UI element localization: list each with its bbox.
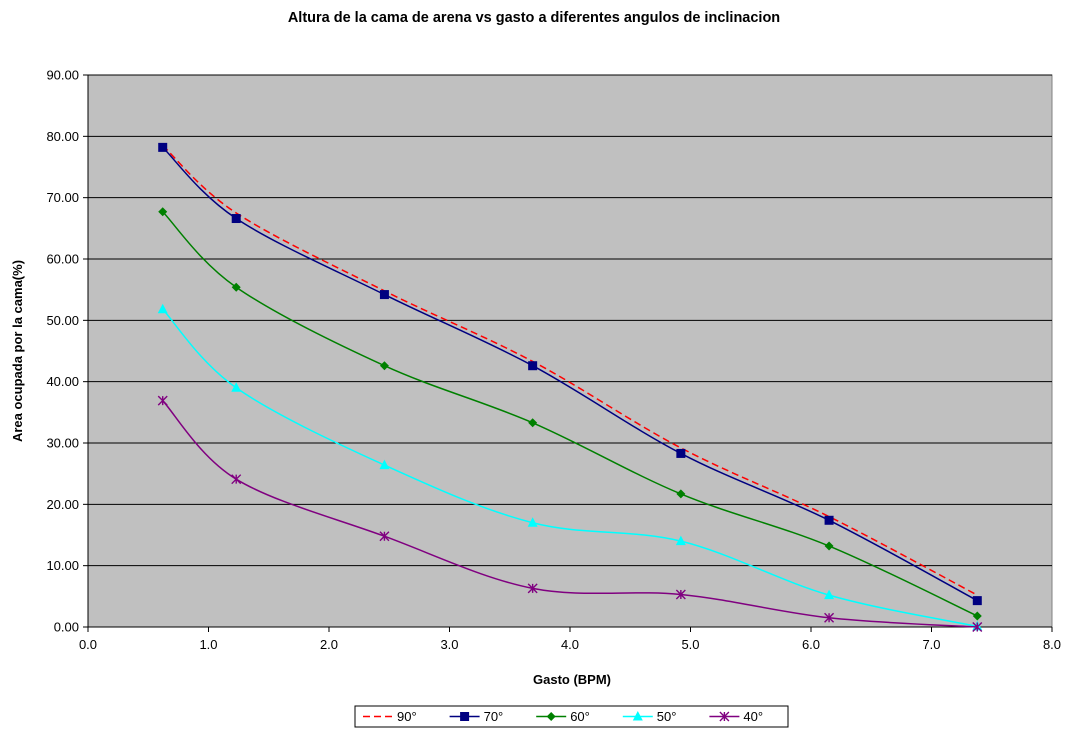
legend-label: 90° [397, 709, 417, 724]
y-tick-label: 0.00 [54, 620, 79, 635]
data-point [158, 142, 168, 152]
y-tick-label: 30.00 [46, 436, 79, 451]
legend-item: 50° [622, 709, 677, 724]
y-tick-label: 80.00 [46, 129, 79, 144]
legend-marker [460, 712, 470, 721]
y-tick-label: 40.00 [46, 374, 79, 389]
legend-label: 40° [743, 709, 763, 724]
data-point [528, 361, 538, 371]
data-point [676, 489, 686, 499]
x-tick-label: 8.0 [1043, 637, 1061, 652]
legend-item: 90° [363, 709, 417, 724]
series-3 [157, 303, 983, 631]
legend-item: 40° [709, 709, 763, 724]
data-point [824, 515, 834, 525]
y-axis-title: Area ocupada por la cama(%) [10, 260, 25, 442]
data-point [231, 214, 241, 224]
legend-label: 60° [570, 709, 590, 724]
x-tick-label: 6.0 [802, 637, 820, 652]
legend: 90° 70° 60° 50° 40° [354, 705, 789, 728]
legend-label: 70° [484, 709, 504, 724]
y-tick-label: 10.00 [46, 558, 79, 573]
series-4 [157, 395, 983, 632]
x-tick-label: 7.0 [922, 637, 940, 652]
data-point [527, 583, 538, 594]
legend-item: 70° [449, 709, 504, 724]
series-1 [158, 142, 982, 606]
data-point [379, 361, 389, 371]
data-point [972, 622, 983, 632]
data-point [157, 395, 168, 406]
data-point [379, 531, 390, 542]
plot-area [87, 74, 1053, 628]
axes: 0.00 10.00 20.00 30.00 40.00 50.00 60.00 70.00 8… [46, 68, 1061, 653]
data-point [231, 282, 241, 292]
grid-lines [88, 74, 1052, 567]
legend-item: 60° [536, 709, 590, 724]
data-point [158, 207, 168, 217]
data-point [379, 459, 390, 470]
y-tick-label: 50.00 [46, 313, 79, 328]
x-tick-label: 1.0 [199, 637, 217, 652]
data-point [527, 517, 538, 527]
data-point [675, 535, 686, 546]
legend-label: 50° [657, 709, 677, 724]
x-tick-label: 2.0 [320, 637, 338, 652]
y-tick-label: 20.00 [46, 497, 79, 512]
data-point [972, 611, 982, 621]
legend-marker [632, 711, 643, 721]
data-point [231, 382, 242, 392]
data-point [972, 596, 982, 606]
x-tick-label: 3.0 [440, 637, 458, 652]
series-2 [158, 207, 982, 621]
x-tick-label: 5.0 [681, 637, 699, 652]
legend-marker [546, 712, 556, 721]
data-point [675, 589, 686, 600]
x-axis-title: Gasto (BPM) [533, 672, 611, 687]
data-point [824, 541, 834, 551]
series-layer [157, 142, 983, 632]
legend-box [354, 705, 789, 728]
x-tick-label: 0.0 [79, 637, 97, 652]
chart-title: Altura de la cama de arena vs gasto a di… [288, 10, 780, 26]
legend-marker [719, 711, 730, 722]
data-point [676, 448, 686, 458]
data-point [824, 612, 835, 623]
x-tick-label: 4.0 [561, 637, 579, 652]
y-tick-label: 70.00 [46, 190, 79, 205]
data-point [824, 589, 835, 600]
y-tick-label: 90.00 [46, 68, 79, 83]
data-point [231, 474, 242, 485]
data-point [379, 290, 389, 300]
y-tick-label: 60.00 [46, 252, 79, 267]
data-point [528, 418, 538, 428]
data-point [157, 303, 168, 314]
